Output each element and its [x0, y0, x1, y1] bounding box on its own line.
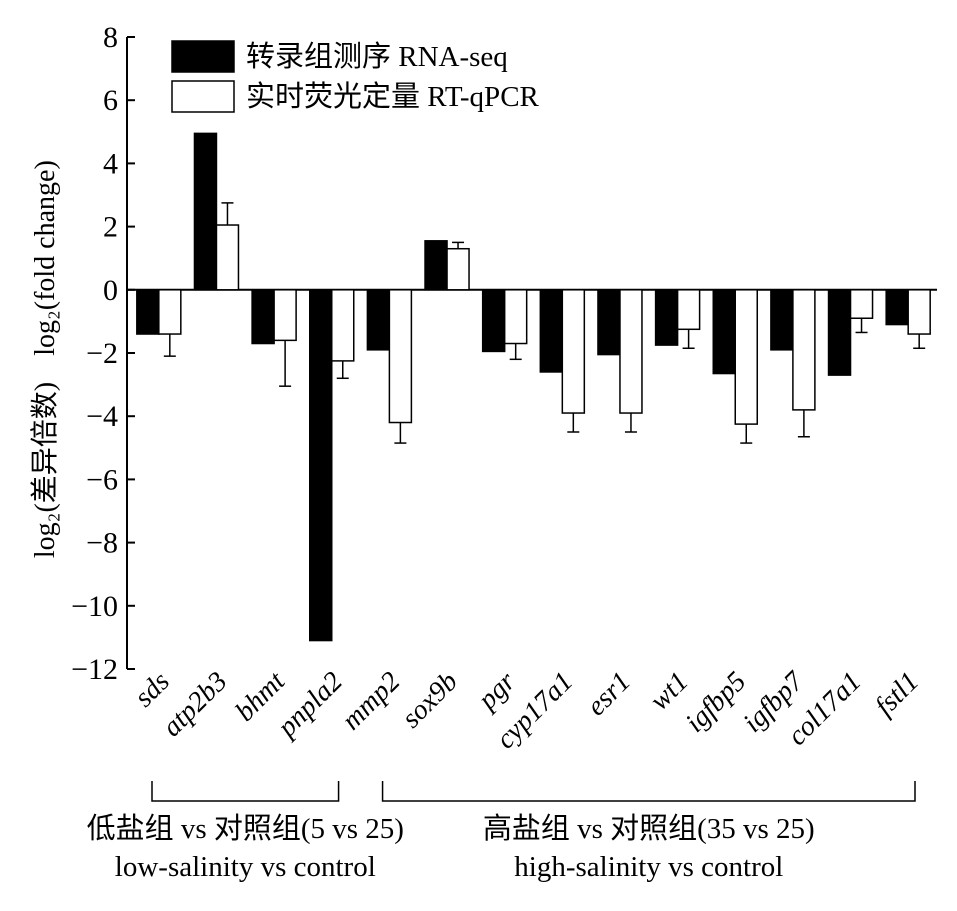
bar-rt-qpcr-igfbp7 — [792, 289, 816, 411]
y-axis-title-en: log₂(fold change) — [30, 160, 61, 356]
legend-swatch-rt-qpcr — [171, 80, 235, 113]
group-annotations: 低盐组 vs 对照组(5 vs 25) low-salinity vs contr… — [87, 781, 916, 883]
group-bracket-1 — [381, 781, 916, 802]
bar-rna-seq-igfbp5 — [712, 289, 736, 375]
category-label-pnpla2: pnpla2 — [270, 666, 348, 744]
bar-rt-qpcr-sox9b — [446, 247, 470, 291]
y-tick-label: −8 — [86, 527, 118, 560]
bar-rna-seq-wt1 — [654, 289, 679, 346]
bar-rt-qpcr-wt1 — [676, 289, 701, 331]
y-tick-label: 4 — [103, 147, 118, 180]
category-label-atp2b3: atp2b3 — [156, 666, 233, 743]
category-label-fstl1: fstl1 — [869, 666, 925, 722]
category-label-sds: sds — [129, 666, 176, 713]
y-tick-label: 2 — [103, 211, 118, 244]
bar-rna-seq-pgr — [481, 289, 506, 353]
y-tick-label: −12 — [71, 653, 118, 686]
group-label-en-1: high-salinity vs control — [514, 851, 783, 883]
category-label-esr1: esr1 — [581, 666, 637, 722]
bar-rt-qpcr-bhmt — [273, 289, 297, 342]
y-tick-label: 8 — [103, 21, 118, 54]
bar-rna-seq-sds — [136, 289, 160, 335]
bar-rt-qpcr-esr1 — [619, 289, 643, 414]
bar-rt-qpcr-cyp17a1 — [561, 289, 586, 414]
group-label-cn-0: 低盐组 vs 对照组(5 vs 25) — [87, 812, 404, 845]
y-axis-title-cn: log₂(差异倍数) — [29, 382, 61, 558]
bar-rna-seq-fstl1 — [885, 289, 909, 326]
error-bars — [163, 202, 926, 444]
bar-rt-qpcr-col17a1 — [849, 289, 874, 319]
bar-rt-qpcr-sds — [158, 289, 182, 335]
bar-rna-seq-cyp17a1 — [539, 289, 564, 373]
legend-swatch-rna-seq — [171, 40, 235, 73]
legend: 转录组测序 RNA-seq 实时荧光定量 RT-qPCR — [171, 40, 540, 113]
group-label-en-0: low-salinity vs control — [115, 851, 376, 883]
bar-rna-seq-esr1 — [597, 289, 621, 356]
bar-rt-qpcr-pnpla2 — [331, 289, 355, 362]
y-tick-label: −6 — [86, 463, 118, 496]
category-label-sox9b: sox9b — [396, 666, 464, 734]
category-label-igfbp5: igfbp5 — [680, 666, 753, 739]
bar-rt-qpcr-mmp2 — [388, 289, 413, 424]
y-tick-label: 0 — [103, 274, 118, 307]
bar-rna-seq-atp2b3 — [193, 132, 218, 291]
legend-label-rt-qpcr: 实时荧光定量 RT-qPCR — [246, 80, 540, 113]
y-tick-label: 6 — [103, 84, 118, 117]
bar-rna-seq-mmp2 — [366, 289, 391, 351]
bar-rna-seq-bhmt — [251, 289, 275, 345]
y-tick-label: −2 — [86, 337, 118, 370]
bar-rna-seq-igfbp7 — [770, 289, 794, 351]
category-label-mmp2: mmp2 — [336, 666, 406, 736]
y-tick-labels: −12 −10 −8 −6 −4 −2 0 2 4 6 8 — [71, 21, 118, 686]
bar-rt-qpcr-pgr — [503, 289, 528, 345]
legend-label-rna-seq: 转录组测序 RNA-seq — [246, 40, 508, 73]
bar-rna-seq-sox9b — [424, 240, 448, 291]
group-bracket-0 — [151, 781, 340, 802]
bar-rt-qpcr-fstl1 — [907, 289, 931, 335]
bar-rt-qpcr-atp2b3 — [215, 224, 240, 291]
bar-rna-seq-col17a1 — [827, 289, 852, 376]
bar-rt-qpcr-igfbp5 — [734, 289, 758, 425]
bar-rna-seq-pnpla2 — [309, 289, 333, 642]
bars — [136, 132, 931, 642]
y-tick-label: −10 — [71, 590, 118, 623]
y-tick-label: −4 — [86, 400, 118, 433]
group-label-cn-1: 高盐组 vs 对照组(35 vs 25) — [483, 812, 815, 845]
